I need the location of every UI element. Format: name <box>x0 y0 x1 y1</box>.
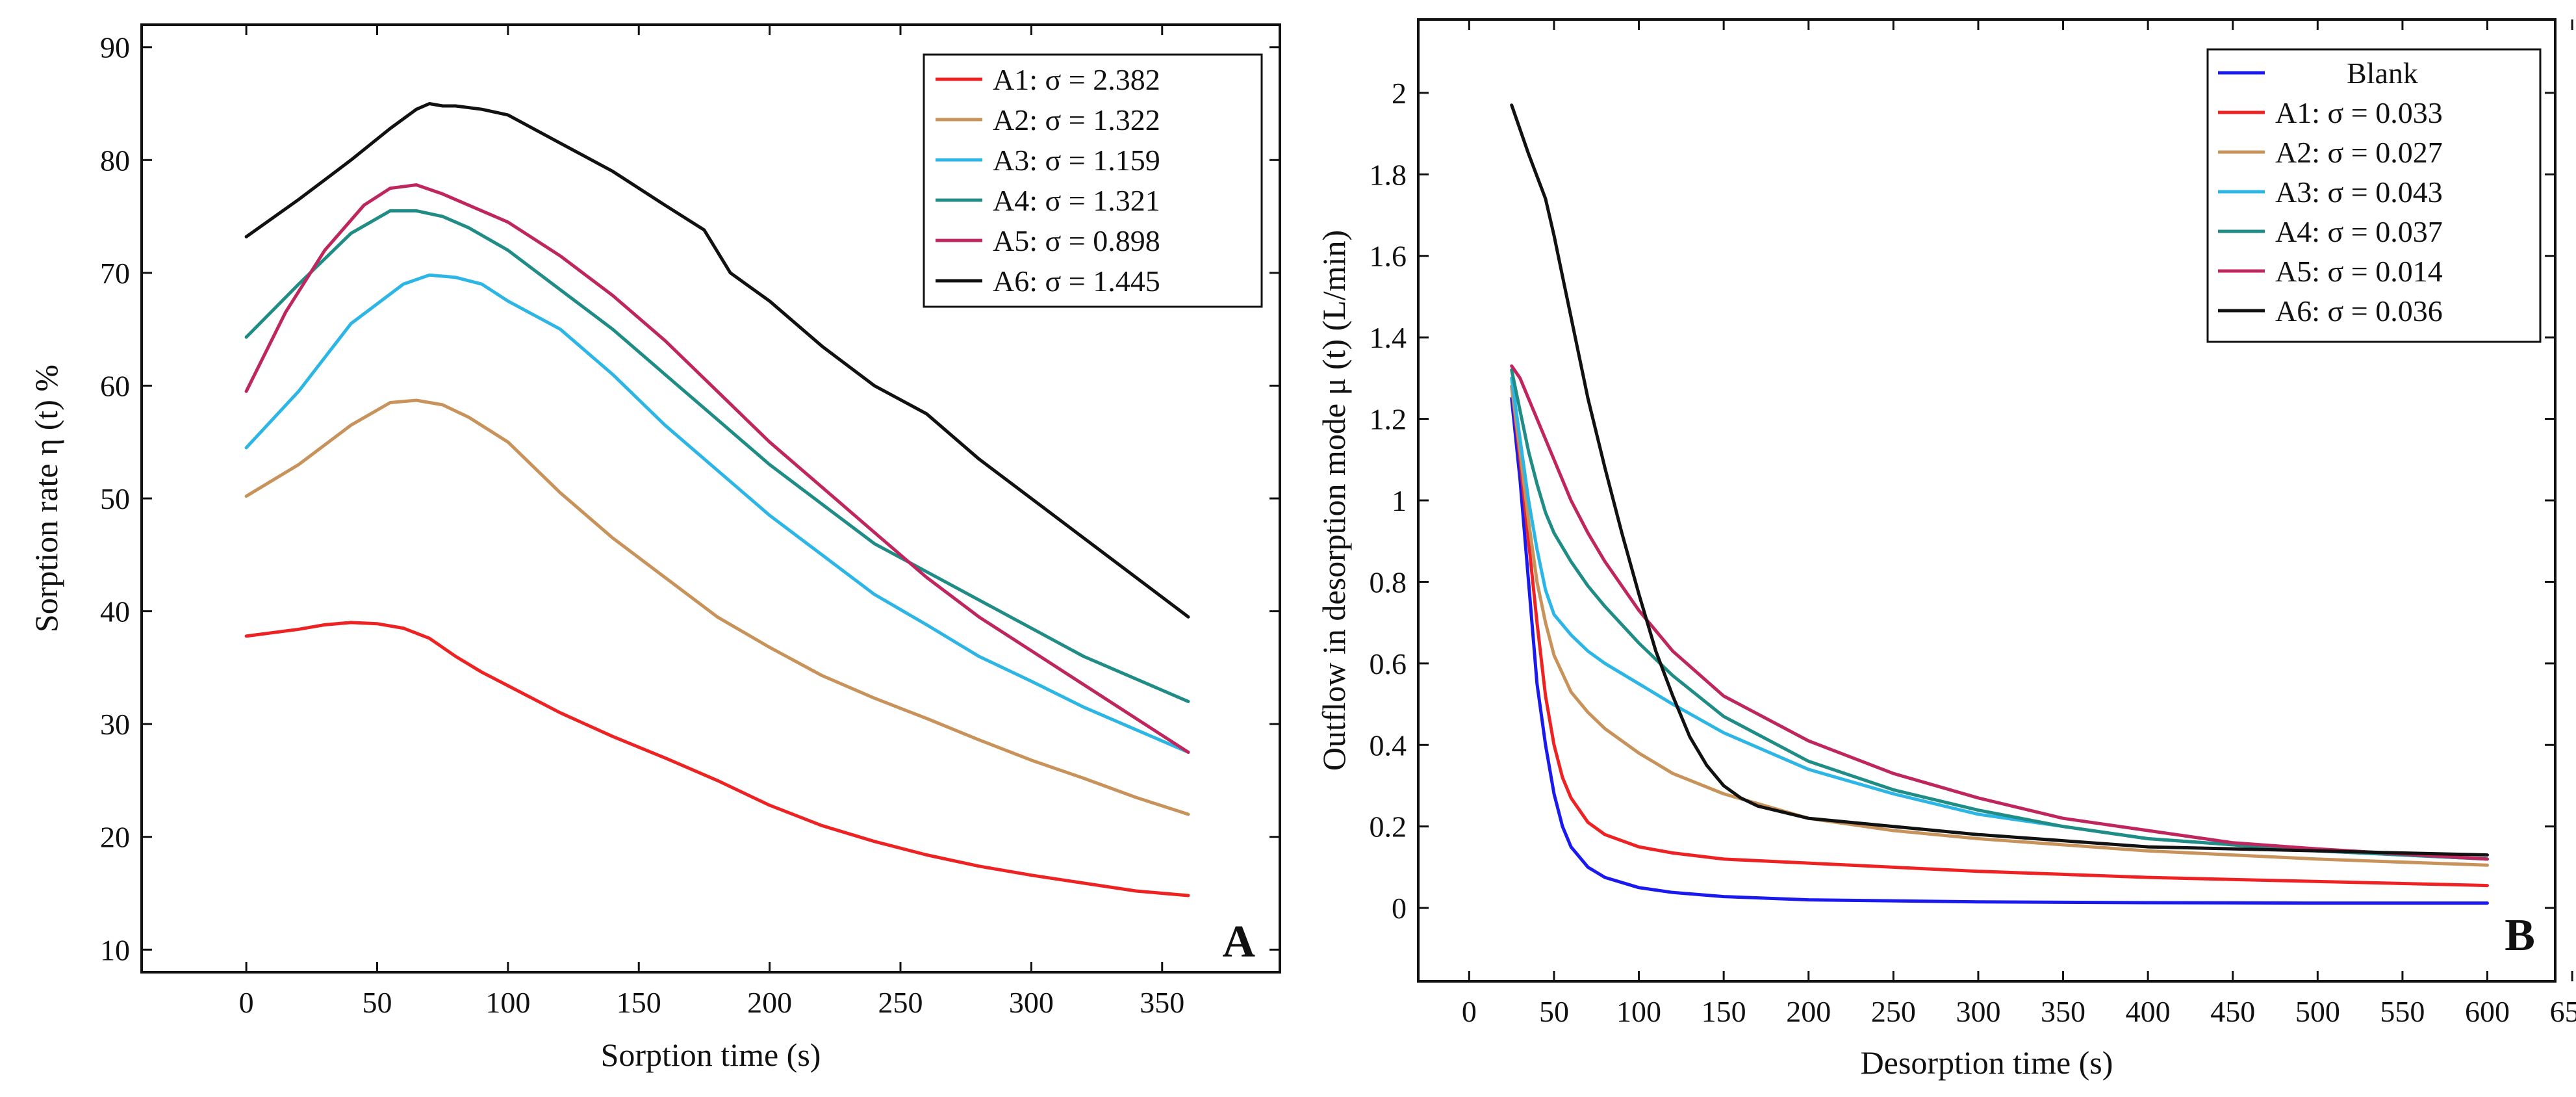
panel-b-series-line-4 <box>1510 368 2489 861</box>
panel-b-x-tick-label: 500 <box>2295 995 2340 1028</box>
panel-b-y-tick-label: 0 <box>1392 892 1407 925</box>
panel-a-x-tick-label: 50 <box>362 986 392 1019</box>
panel-a-legend-label-0: A1: σ = 2.382 <box>993 63 1160 96</box>
panel-a-x-tick-label: 300 <box>1009 986 1054 1019</box>
panel-a-legend-label-5: A6: σ = 1.445 <box>993 265 1160 298</box>
panel-a: 0 50 100 150 200 250 300 350 10 20 30 40 50 60 70 80 90… <box>28 23 1281 1073</box>
panel-a-y-tick-label: 50 <box>100 482 130 515</box>
panel-a-y-tick-label: 90 <box>100 31 130 64</box>
panel-b-legend-label-5: A5: σ = 0.014 <box>2275 255 2443 288</box>
panel-a-y-tick-label: 80 <box>100 144 130 177</box>
panel-b-series-line-2 <box>1510 384 2489 867</box>
panel-b-series-line-3 <box>1510 376 2489 861</box>
panel-b-y-tick-label: 2 <box>1392 77 1407 110</box>
panel-a-y-axis-label: Sorption rate η (t) % <box>28 365 64 632</box>
panel-a-series-line-3 <box>244 209 1190 703</box>
panel-b-legend-label-3: A3: σ = 0.043 <box>2275 175 2443 209</box>
panel-b-x-tick-label: 100 <box>1616 995 1661 1028</box>
panel-a-series-line-4 <box>244 183 1190 754</box>
panel-b-x-tick-label: 650 <box>2550 995 2576 1028</box>
panel-a-y-tick-label: 20 <box>100 821 130 854</box>
panel-a-x-tick-label: 250 <box>878 986 923 1019</box>
panel-b-x-ticks: 0 50 100 150 200 250 300 350 400 450 500 550 600 650 <box>1462 19 2576 1028</box>
panel-b-y-tick-label: 1.6 <box>1370 240 1407 273</box>
panel-b-legend-label-1: A1: σ = 0.033 <box>2275 96 2443 129</box>
panel-b-x-tick-label: 50 <box>1539 995 1569 1028</box>
panel-a-y-tick-label: 10 <box>100 933 130 966</box>
panel-a-series-line-5 <box>244 102 1190 619</box>
panel-b-x-tick-label: 350 <box>2041 995 2085 1028</box>
panel-b-y-tick-label: 1.4 <box>1370 321 1407 354</box>
panel-b-series-line-0 <box>1510 396 2489 905</box>
panel-b-series-line-5 <box>1510 364 2489 861</box>
panel-b-legend-items: Blank A1: σ = 0.033 A2: σ = 0.027 A3: σ = 0… <box>2218 57 2443 328</box>
panel-a-x-tick-label: 150 <box>617 986 661 1019</box>
panel-a-series <box>244 102 1190 897</box>
panel-b-y-ticks: 0 0.2 0.4 0.6 0.8 1 1.2 1.4 1.6 1.8 2 <box>1370 77 2555 925</box>
panel-b-x-tick-label: 300 <box>1956 995 2000 1028</box>
panel-b-legend-label-6: A6: σ = 0.036 <box>2275 294 2443 328</box>
panel-b-x-tick-label: 250 <box>1871 995 1916 1028</box>
panel-b-x-tick-label: 400 <box>2126 995 2171 1028</box>
panel-b-y-tick-label: 0.2 <box>1370 810 1407 844</box>
panel-b-x-tick-label: 450 <box>2210 995 2255 1028</box>
panel-a-y-tick-label: 60 <box>100 369 130 402</box>
panel-a-x-tick-label: 200 <box>747 986 792 1019</box>
panel-b-x-tick-label: 200 <box>1786 995 1831 1028</box>
panel-b-y-tick-label: 1.8 <box>1370 158 1407 191</box>
panel-a-x-tick-label: 100 <box>485 986 530 1019</box>
panel-a-x-tick-label: 0 <box>239 986 254 1019</box>
panel-b-x-tick-label: 600 <box>2465 995 2510 1028</box>
panel-b-y-tick-label: 0.6 <box>1370 647 1407 680</box>
panel-b-y-tick-label: 1.2 <box>1370 403 1407 436</box>
panel-a-legend-label-4: A5: σ = 0.898 <box>993 224 1160 257</box>
panel-a-legend-label-3: A4: σ = 1.321 <box>993 184 1160 217</box>
panel-a-series-line-0 <box>244 621 1190 897</box>
panel-b-legend-box <box>2206 48 2542 343</box>
panel-a-x-axis-label: Sorption time (s) <box>601 1037 821 1073</box>
panel-b-x-tick-label: 550 <box>2380 995 2425 1028</box>
panel-a-legend-label-2: A3: σ = 1.159 <box>993 144 1160 177</box>
panel-b-x-tick-label: 150 <box>1702 995 1746 1028</box>
panel-a-legend: A1: σ = 2.382 A2: σ = 1.322 A3: σ = 1.159 A… <box>923 53 1263 308</box>
panel-a-x-ticks: 0 50 100 150 200 250 300 350 <box>239 25 1184 1019</box>
panel-b-x-tick-label: 0 <box>1462 995 1477 1028</box>
panel-a-x-tick-label: 350 <box>1140 986 1184 1019</box>
panel-a-y-tick-label: 40 <box>100 595 130 628</box>
panel-b-y-tick-label: 1 <box>1392 484 1407 517</box>
panel-b-series <box>1510 103 2489 905</box>
panel-b: 0 50 100 150 200 250 300 350 400 450 500 550 600 65 0 … <box>1316 18 2576 1081</box>
panel-a-y-tick-label: 70 <box>100 257 130 290</box>
panel-a-legend-items: A1: σ = 2.382 A2: σ = 1.322 A3: σ = 1.159 A… <box>936 63 1160 298</box>
panel-b-y-axis-label: Outflow in desorption mode μ (t) (L/min) <box>1316 230 1352 771</box>
panel-a-letter: A <box>1222 917 1255 967</box>
panel-b-legend: Blank A1: σ = 0.033 A2: σ = 0.027 A3: σ = 0… <box>2206 48 2542 343</box>
panel-b-legend-label-2: A2: σ = 0.027 <box>2275 136 2443 169</box>
panel-a-legend-label-1: A2: σ = 1.322 <box>993 103 1160 136</box>
panel-b-y-tick-label: 0.4 <box>1370 729 1407 762</box>
panel-a-legend-box <box>923 53 1263 308</box>
panel-b-y-tick-label: 0.8 <box>1370 565 1407 599</box>
panel-b-legend-label-4: A4: σ = 0.037 <box>2275 215 2443 248</box>
panel-a-series-line-2 <box>244 273 1190 754</box>
panel-a-y-tick-label: 30 <box>100 708 130 741</box>
panel-b-letter: B <box>2505 910 2535 961</box>
panel-b-legend-label-0: Blank <box>2347 57 2418 90</box>
panel-b-series-line-6 <box>1510 103 2489 857</box>
panel-b-x-axis-label: Desorption time (s) <box>1861 1044 2113 1081</box>
panel-a-y-ticks: 10 20 30 40 50 60 70 80 90 <box>100 31 1280 966</box>
panel-b-series-line-1 <box>1510 384 2489 888</box>
panel-a-series-line-1 <box>244 398 1190 816</box>
